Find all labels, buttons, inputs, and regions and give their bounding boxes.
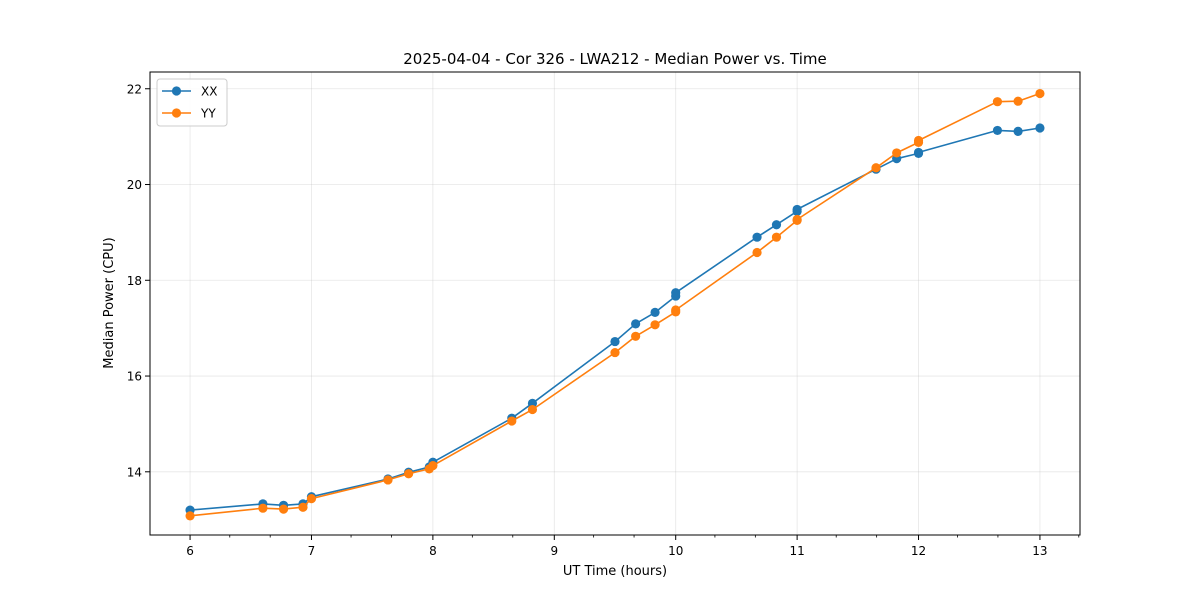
data-point-xx bbox=[650, 307, 660, 317]
data-point-xx bbox=[752, 232, 762, 242]
x-tick-label: 10 bbox=[668, 544, 683, 558]
data-point-yy bbox=[871, 163, 881, 173]
data-point-xx bbox=[771, 220, 782, 230]
data-point-yy bbox=[792, 214, 802, 225]
x-tick-label: 8 bbox=[429, 544, 437, 558]
x-tick-label: 13 bbox=[1032, 544, 1047, 558]
data-point-xx bbox=[631, 319, 641, 329]
data-point-xx bbox=[992, 125, 1003, 136]
data-point-yy bbox=[298, 502, 308, 512]
data-point-yy bbox=[185, 511, 195, 521]
plot-frame bbox=[149, 71, 1081, 536]
data-point-yy bbox=[507, 416, 517, 426]
y-tick-label: 20 bbox=[127, 178, 142, 192]
x-axis: 6 7 8 9 10 11 12 13 bbox=[186, 535, 1080, 558]
chart-title: 2025-04-04 - Cor 326 - LWA212 - Median P… bbox=[403, 50, 827, 68]
data-point-yy bbox=[527, 404, 538, 415]
legend: XX YY bbox=[156, 78, 228, 127]
x-tick-label: 6 bbox=[186, 544, 194, 558]
data-point-xx bbox=[671, 288, 681, 298]
legend-label-xx: XX bbox=[201, 85, 217, 99]
data-point-yy bbox=[892, 148, 902, 158]
grid bbox=[150, 72, 1080, 535]
data-point-yy bbox=[278, 504, 289, 514]
data-point-yy bbox=[671, 305, 681, 315]
data-point-xx bbox=[792, 204, 802, 215]
legend-marker-yy bbox=[171, 108, 182, 118]
x-tick-label: 11 bbox=[789, 544, 804, 558]
data-point-yy bbox=[1035, 88, 1045, 99]
x-tick-label: 9 bbox=[550, 544, 558, 558]
y-tick-label: 14 bbox=[127, 465, 142, 479]
data-point-yy bbox=[428, 460, 438, 471]
y-tick-label: 18 bbox=[127, 274, 142, 288]
data-point-yy bbox=[610, 347, 620, 358]
data-point-yy bbox=[1013, 96, 1023, 106]
y-axis-label: Median Power (CPU) bbox=[102, 237, 117, 368]
data-point-yy bbox=[771, 232, 782, 242]
data-point-yy bbox=[404, 469, 414, 479]
data-point-yy bbox=[992, 97, 1003, 107]
x-axis-label: UT Time (hours) bbox=[563, 564, 667, 579]
x-tick-label: 12 bbox=[911, 544, 926, 558]
data-point-xx bbox=[1013, 126, 1023, 136]
data-point-yy bbox=[913, 135, 924, 146]
data-point-yy bbox=[383, 475, 393, 485]
y-axis: 14 16 18 20 22 bbox=[127, 82, 150, 479]
legend-marker-xx bbox=[171, 86, 182, 96]
y-tick-label: 16 bbox=[127, 370, 142, 384]
data-point-yy bbox=[650, 320, 660, 330]
series-layer bbox=[185, 88, 1045, 521]
data-point-yy bbox=[752, 247, 762, 258]
legend-label-yy: YY bbox=[200, 107, 216, 121]
data-point-xx bbox=[610, 336, 620, 347]
data-point-yy bbox=[258, 503, 268, 513]
data-point-yy bbox=[306, 494, 317, 504]
data-point-yy bbox=[631, 331, 641, 341]
y-tick-label: 22 bbox=[127, 82, 142, 96]
x-tick-label: 7 bbox=[308, 544, 316, 558]
data-point-xx bbox=[1035, 123, 1045, 133]
data-point-xx bbox=[913, 147, 924, 158]
